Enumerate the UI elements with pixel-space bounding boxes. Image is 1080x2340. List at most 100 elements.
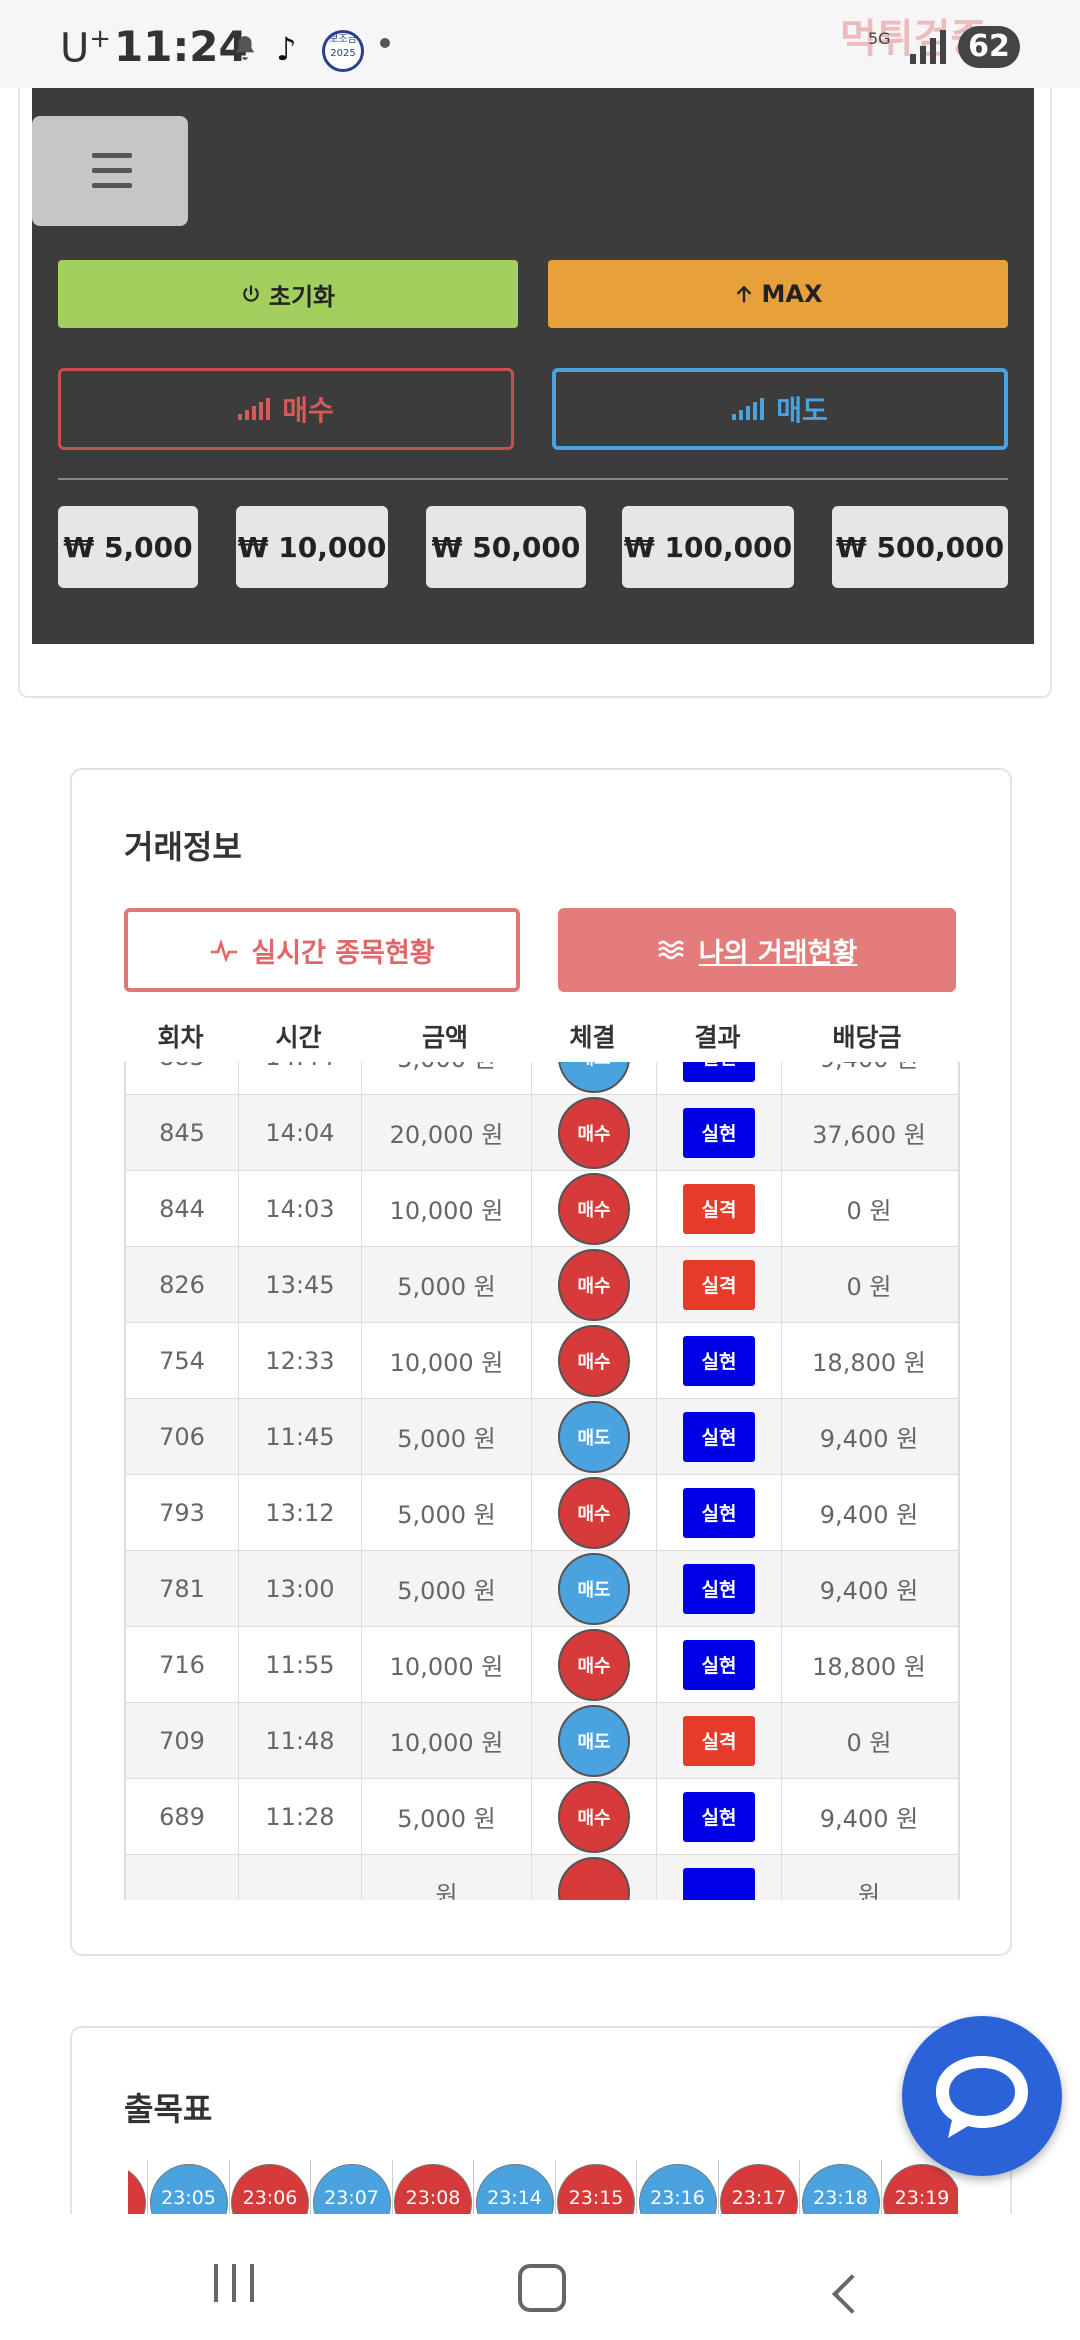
power-icon [243,285,259,302]
cell-result: 실현 [657,1062,782,1094]
buy-button[interactable]: 매수 [58,368,514,450]
cell-payout: 0 원 [846,1273,892,1301]
ball-divider [799,2160,800,2214]
cell-side: 매수 [532,1095,657,1170]
cell-time: 13:45 [239,1247,362,1322]
result-badge: 실격 [683,1715,755,1766]
chat-icon [936,2056,1028,2138]
result-ball: 23:15 [557,2164,635,2214]
cell-amount: 5,000 원 [362,1062,532,1094]
signal-icon [910,30,946,64]
cell-side: 매수 [532,1627,657,1702]
ball-divider [554,2160,556,2214]
cell-result: 실격 [657,1171,782,1246]
amount-button-5000[interactable]: ₩ 5,000 [58,506,198,588]
cell-time: 14:04 [239,1095,362,1170]
cell-result: 실현 [657,1475,782,1550]
result-ball: 23:16 [638,2164,717,2214]
ball-divider [310,2160,311,2214]
result-badge: 실현 [683,1487,755,1538]
cell-round: 844 [126,1171,239,1246]
cell-payout: 9,400 원 [819,1501,919,1529]
side-badge: 매수 [558,1096,630,1169]
cell-payout: 0 원 [846,1197,892,1225]
cell-payout: 0 원 [846,1729,892,1757]
amount-button-10000[interactable]: ₩ 10,000 [236,506,388,588]
table-row: 754 12:33 10,000 원 매수 실현 18,800 원 [126,1322,958,1398]
cell-amount: 5,000 원 [362,1399,532,1474]
result-ball: 23:06 [231,2164,309,2214]
max-button[interactable]: MAX [548,260,1008,328]
recent-apps-icon[interactable] [214,2264,254,2302]
cell-payout: 9,400 원 [819,1425,919,1453]
result-ball: 23:18 [801,2164,880,2214]
ball-divider [880,2160,882,2214]
cell-result: 실현 [657,1551,782,1626]
sell-label: 매도 [776,394,828,427]
cell-payout: 원 [857,1881,881,1900]
cell-result: 실현 [657,1627,782,1702]
result-badge: 실격 [683,1183,755,1234]
side-badge: 매도 [558,1400,630,1473]
cell-round: 885 [126,1062,239,1094]
cell-amount: 10,000 원 [362,1627,532,1702]
tab-my-trades[interactable]: 나의 거래현황 [558,908,956,992]
cell-result [657,1855,782,1900]
menu-button[interactable] [32,116,188,226]
cell-time: 11:28 [239,1779,362,1854]
side-badge: 매도 [558,1552,630,1625]
amount-button-50000[interactable]: ₩ 50,000 [426,506,586,588]
cell-time: 12:33 [239,1323,362,1398]
side-badge: 매수 [558,1780,630,1853]
bar-chart-icon [238,398,271,420]
amount-button-500000[interactable]: ₩ 500,000 [832,506,1008,588]
notification-dot-icon [380,38,390,48]
cell-side: 매수 [532,1171,657,1246]
result-ball: 23:05 [149,2164,228,2214]
sell-button[interactable]: 매도 [552,368,1008,450]
cell-round [126,1855,239,1900]
chat-button[interactable] [902,2016,1062,2176]
cell-side: 매도 [532,1551,657,1626]
cell-side: 매수 [532,1323,657,1398]
system-nav-bar [0,2214,1080,2340]
side-badge: 매도 [558,1062,630,1093]
back-icon[interactable] [832,2274,872,2314]
table-row: 844 14:03 10,000 원 매수 실격 0 원 [126,1170,958,1246]
waves-icon [657,940,684,960]
cell-time: 11:48 [239,1703,362,1778]
cell-round: 754 [126,1323,239,1398]
result-badge [683,1867,755,1900]
result-badge: 실현 [683,1639,755,1690]
network-type: 5G [868,29,891,48]
result-ball: 23:14 [475,2164,554,2214]
cell-payout: 9,400 원 [819,1805,919,1833]
ball-divider [228,2160,230,2214]
column-header-side: 체결 [569,1023,616,1052]
cell-payout: 9,400 원 [819,1577,919,1605]
result-balls[interactable]: 23:05 23:06 23:07 23:08 23:14 23:15 23:16 23:17… [128,2160,958,2214]
table-row: 709 11:48 10,000 원 매도 실격 0 원 [126,1702,958,1778]
pulse-icon [211,938,238,962]
ball-divider [147,2160,148,2214]
home-icon[interactable] [518,2264,566,2312]
trade-info-title: 거래정보 [124,828,242,866]
side-badge: 매수 [558,1248,630,1321]
divider [58,478,1008,480]
cell-payout: 18,800 원 [812,1653,926,1681]
cell-side: 매도 [532,1062,657,1094]
cell-round: 689 [126,1779,239,1854]
result-badge: 실현 [683,1107,755,1158]
amount-button-100000[interactable]: ₩ 100,000 [622,506,794,588]
column-header-round: 회차 [157,1023,204,1052]
buy-label: 매수 [282,394,334,427]
reset-button[interactable]: 초기화 [58,260,518,328]
clock: 11:24 [114,22,248,71]
ball-divider [391,2160,393,2214]
tab-realtime[interactable]: 실시간 종목현황 [124,908,520,992]
column-header-payout: 배당금 [832,1023,902,1052]
result-badge: 실현 [683,1791,755,1842]
